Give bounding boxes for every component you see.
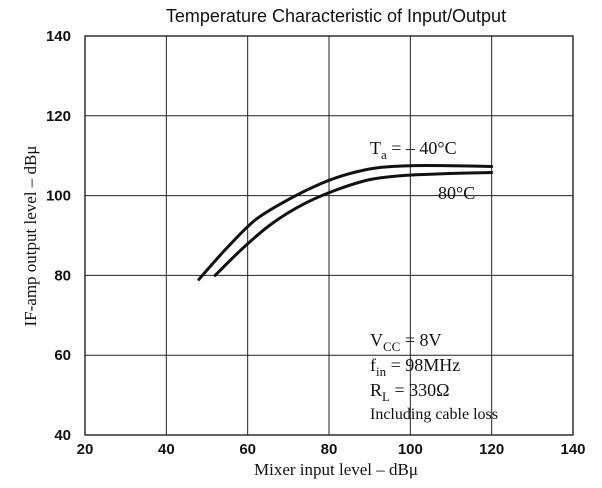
x-tick-label: 80 xyxy=(321,441,338,458)
y-tick-label: 140 xyxy=(46,28,71,45)
series-label-80: 80°C xyxy=(438,183,475,203)
y-tick-label: 60 xyxy=(54,347,71,364)
condition-vcc: VCC = 8V xyxy=(370,330,442,354)
x-tick-label: 120 xyxy=(479,441,504,458)
grid xyxy=(85,36,573,435)
tick-labels: 20 40 60 80 100 120 140 40 60 80 100 120 140 xyxy=(46,28,586,458)
x-tick-label: 60 xyxy=(239,441,256,458)
x-tick-label: 100 xyxy=(398,441,423,458)
y-tick-label: 80 xyxy=(54,267,71,284)
condition-fin: fin = 98MHz xyxy=(370,355,460,379)
conditions-note: VCC = 8V fin = 98MHz RL = 330Ω Including… xyxy=(370,330,498,423)
x-tick-label: 40 xyxy=(158,441,175,458)
series-layer xyxy=(197,163,494,281)
y-tick-label: 40 xyxy=(54,427,71,444)
condition-rl: RL = 330Ω xyxy=(370,380,450,404)
y-tick-label: 120 xyxy=(46,108,71,125)
plot-frame xyxy=(84,35,574,436)
series-line-80c xyxy=(213,171,494,277)
x-tick-label: 20 xyxy=(77,441,94,458)
condition-note: Including cable loss xyxy=(370,406,498,423)
x-tick-label: 140 xyxy=(560,441,585,458)
series-line-minus40c xyxy=(197,163,494,281)
chart-title: Temperature Characteristic of Input/Outp… xyxy=(166,6,506,26)
y-tick-label: 100 xyxy=(46,188,71,205)
y-axis-label: IF-amp output level – dBμ xyxy=(21,146,40,327)
series-label-minus40: Ta = – 40°C xyxy=(370,138,457,162)
x-axis-label: Mixer input level – dBμ xyxy=(254,460,418,479)
